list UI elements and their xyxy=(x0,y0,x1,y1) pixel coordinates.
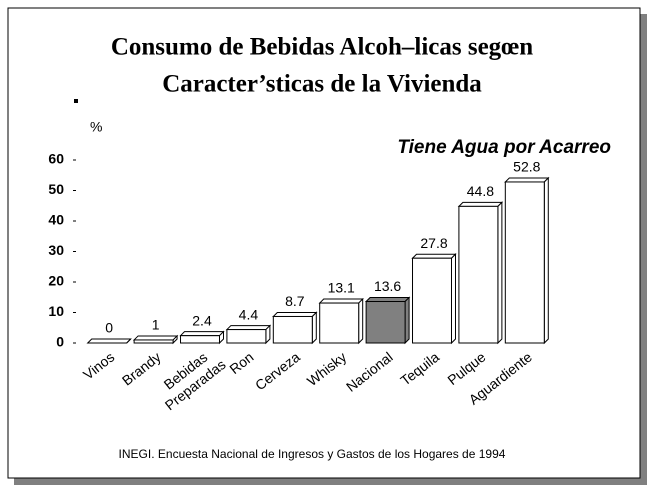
bar-side xyxy=(497,201,503,345)
value-label: 13.6 xyxy=(374,278,401,294)
bar-side xyxy=(543,176,549,345)
value-label: 2.4 xyxy=(192,312,212,328)
bar xyxy=(458,205,499,344)
bar-top xyxy=(132,335,179,341)
value-label: 0 xyxy=(105,320,113,336)
bar xyxy=(226,329,267,344)
value-label: 8.7 xyxy=(285,293,305,309)
y-tick-label: 60 xyxy=(48,151,64,167)
y-tick-label: 20 xyxy=(48,273,64,289)
y-tick-label: 50 xyxy=(48,181,64,197)
bar xyxy=(180,335,220,344)
value-label: 13.1 xyxy=(328,280,355,296)
bar-top xyxy=(457,201,504,207)
bar-side xyxy=(311,311,317,345)
bar xyxy=(365,301,406,344)
bar-side xyxy=(404,296,410,345)
y-tick-label: 0 xyxy=(56,334,64,350)
value-label: 52.8 xyxy=(513,159,540,175)
bar-top xyxy=(272,311,318,317)
y-axis-label: % xyxy=(90,119,102,135)
chart-title: Caracter’sticas de la Vivienda xyxy=(162,71,482,98)
bar xyxy=(272,315,313,344)
y-tick-label: 30 xyxy=(48,242,64,258)
source-note: INEGI. Encuesta Nacional de Ingresos y G… xyxy=(119,447,506,461)
value-label: 4.4 xyxy=(239,306,259,322)
bar-top xyxy=(86,338,132,344)
bar-top xyxy=(364,297,411,303)
bar-top xyxy=(179,331,225,337)
bar xyxy=(319,302,360,344)
value-label: 1 xyxy=(152,317,160,333)
y-tick-label: 10 xyxy=(48,303,64,319)
bar-top xyxy=(225,325,272,331)
bar-top xyxy=(318,298,364,304)
bullet xyxy=(74,99,78,103)
y-tick-label: 40 xyxy=(48,212,64,228)
bar-top xyxy=(504,177,550,183)
bar-side xyxy=(450,253,456,345)
bar xyxy=(504,181,545,344)
value-label: 44.8 xyxy=(467,183,494,199)
bar-side xyxy=(358,297,364,345)
value-label: 27.8 xyxy=(420,235,447,251)
bar-top xyxy=(411,253,457,259)
chart-title: Consumo de Bebidas Alcoh–licas segœn xyxy=(111,34,533,61)
bar xyxy=(133,339,174,344)
bar-side xyxy=(126,338,132,344)
chart-subtitle: Tiene Agua por Acarreo xyxy=(397,137,611,158)
bar xyxy=(412,257,452,344)
